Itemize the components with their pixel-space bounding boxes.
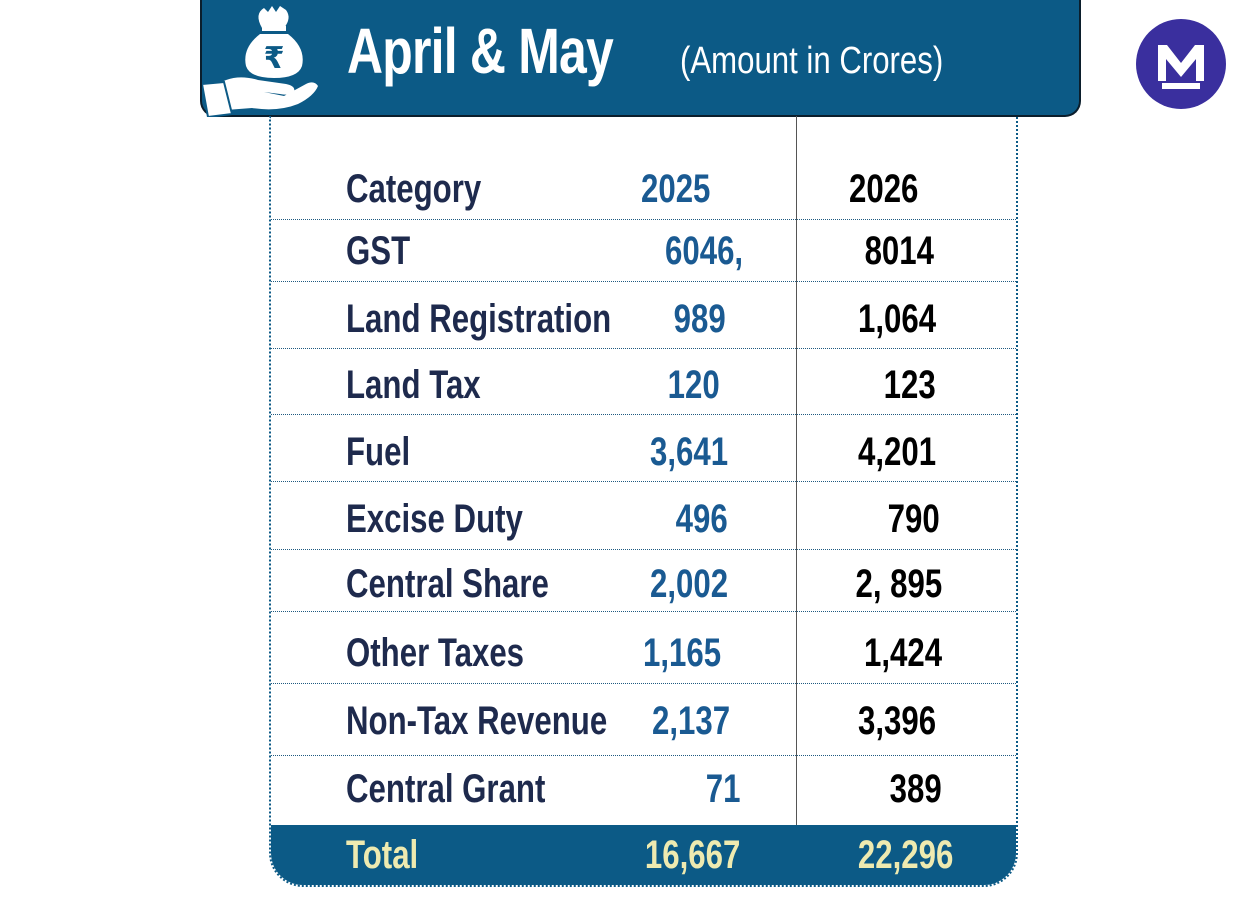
row-year2: 123 [883, 363, 936, 407]
row-year1: 1,165 [642, 631, 721, 675]
table-row: Central Share 2,002 2, 895 [271, 549, 1016, 612]
row-category: GST [346, 229, 411, 273]
row-year2: 389 [889, 767, 942, 811]
row-year1: 2,002 [649, 562, 728, 606]
header-year1: 2025 [641, 167, 711, 211]
header-banner: ₹ April & May (Amount in Crores) [200, 0, 1081, 117]
total-label: Total [346, 833, 419, 877]
row-category: Land Tax [346, 363, 481, 407]
banner-subtitle: (Amount in Crores) [680, 40, 944, 82]
column-divider [796, 116, 797, 826]
header-category: Category [346, 167, 482, 211]
row-year2: 790 [887, 497, 940, 541]
row-category: Land Registration [346, 297, 612, 341]
row-year2: 4,201 [857, 430, 936, 474]
row-category: Central Share [346, 562, 549, 606]
table-row: GST 6046, 8014 [271, 219, 1016, 282]
total-year2: 22,296 [857, 833, 953, 877]
table-row: Central Grant 71 389 [271, 755, 1016, 825]
revenue-table [269, 116, 1018, 887]
row-year2: 3,396 [857, 699, 936, 743]
svg-text:₹: ₹ [264, 41, 285, 76]
table-row: Fuel 3,641 4,201 [271, 414, 1016, 482]
row-year2: 1,064 [857, 297, 936, 341]
total-row: Total 16,667 22,296 [271, 825, 1016, 885]
rupee-money-bag-hand-icon: ₹ [202, 6, 318, 117]
row-category: Non-Tax Revenue [346, 699, 608, 743]
row-year2: 2, 895 [855, 562, 942, 606]
table-row: Land Registration 989 1,064 [271, 281, 1016, 349]
table-row: Other Taxes 1,165 1,424 [271, 611, 1016, 684]
row-category: Other Taxes [346, 631, 525, 675]
row-year1: 71 [705, 767, 740, 811]
header-year2: 2026 [849, 167, 919, 211]
row-year1: 989 [673, 297, 726, 341]
banner-title: April & May [347, 15, 614, 87]
row-year1: 2,137 [651, 699, 730, 743]
row-year2: 1,424 [863, 631, 942, 675]
table-row: Excise Duty 496 790 [271, 481, 1016, 550]
row-year1: 3,641 [649, 430, 728, 474]
row-year1: 120 [667, 363, 720, 407]
row-year1: 496 [675, 497, 728, 541]
row-category: Central Grant [346, 767, 546, 811]
row-year1: 6046, [664, 229, 743, 273]
m-logo-icon [1136, 19, 1226, 109]
table-row: Land Tax 120 123 [271, 348, 1016, 415]
row-year2: 8014 [864, 229, 934, 273]
total-year1: 16,667 [644, 833, 740, 877]
table-header-row: Category 2025 2026 [271, 162, 1016, 220]
table-row: Non-Tax Revenue 2,137 3,396 [271, 683, 1016, 756]
row-category: Excise Duty [346, 497, 523, 541]
row-category: Fuel [346, 430, 411, 474]
